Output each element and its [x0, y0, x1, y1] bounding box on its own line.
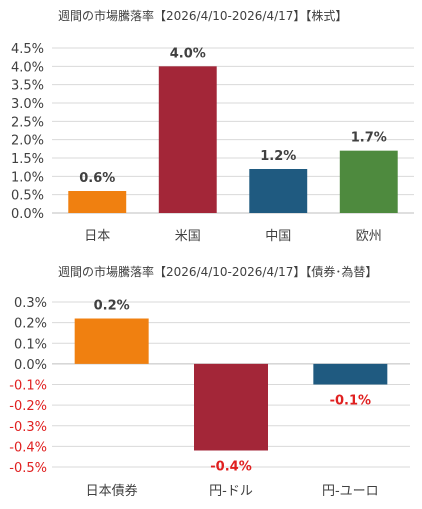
y-tick-label: 0.0% [11, 207, 44, 222]
equity-y-ticks: 4.5% 4.0% 3.5% 3.0% 2.5% 2.0% 1.5% 1.0% 0.5% 0.0% [11, 42, 44, 222]
y-tick-label: 2.0% [11, 134, 44, 149]
bond-fx-chart: 週間の市場騰落率【2026/4/10-2026/4/17】【債券･為替】 0.3… [9, 264, 410, 499]
data-label: -0.1% [330, 394, 371, 409]
equity-data-labels: 0.6% 4.0% 1.2% 1.7% [79, 46, 387, 186]
category-label: 日本債券 [86, 483, 138, 499]
bond-fx-data-labels: 0.2% -0.4% -0.1% [94, 299, 371, 475]
y-tick-label: 1.0% [11, 170, 44, 185]
bar-0 [74, 318, 149, 364]
data-label: 1.2% [260, 149, 296, 164]
y-tick-label: 2.5% [11, 115, 44, 130]
category-label: 欧州 [356, 229, 382, 244]
y-tick-label: -0.5% [9, 461, 47, 476]
y-tick-label: 4.5% [11, 42, 44, 57]
category-label: 円-ドル [209, 484, 253, 499]
y-tick-label: 0.5% [11, 189, 44, 204]
data-label: 4.0% [170, 46, 206, 61]
equity-chart: 週間の市場騰落率【2026/4/10-2026/4/17】【株式】 4.5%4.… [11, 8, 414, 244]
category-label: 米国 [175, 229, 201, 244]
category-label: 日本 [84, 229, 110, 244]
y-tick-label: -0.3% [9, 420, 47, 435]
equity-bars [68, 66, 398, 213]
data-label: 0.6% [79, 171, 115, 186]
y-tick-label: 3.5% [11, 79, 44, 94]
y-tick-label: -0.4% [9, 440, 47, 455]
y-tick-label: 0.3% [14, 296, 47, 311]
bar-0 [68, 191, 127, 213]
data-label: 0.2% [94, 299, 130, 314]
bar-1 [158, 66, 217, 213]
y-tick-label: 1.5% [11, 152, 44, 167]
equity-categories: 日本 米国 中国 欧州 [84, 229, 382, 244]
y-tick-label: -0.1% [9, 379, 47, 394]
bond-fx-y-ticks: 0.3% 0.2% 0.1% 0.0% -0.1% -0.2% -0.3% -0.4% -0.5… [9, 296, 47, 476]
data-label: -0.4% [210, 460, 251, 475]
bond-fx-bars [74, 318, 388, 451]
y-tick-label: 4.0% [11, 60, 44, 75]
bar-2 [249, 169, 308, 213]
bar-2 [313, 363, 388, 385]
y-tick-label: 0.1% [14, 337, 47, 352]
y-tick-label: 0.0% [14, 358, 47, 373]
y-tick-label: 0.2% [14, 317, 47, 332]
data-label: 1.7% [351, 131, 387, 146]
y-tick-label: 3.0% [11, 97, 44, 112]
bar-1 [194, 363, 268, 451]
bond-fx-chart-title: 週間の市場騰落率【2026/4/10-2026/4/17】【債券･為替】 [58, 264, 377, 279]
category-label: 円-ユーロ [322, 484, 379, 499]
bar-3 [339, 150, 398, 213]
y-tick-label: -0.2% [9, 399, 47, 414]
category-label: 中国 [265, 229, 291, 244]
bond-fx-categories: 日本債券 円-ドル 円-ユーロ [86, 483, 379, 499]
equity-chart-title: 週間の市場騰落率【2026/4/10-2026/4/17】【株式】 [58, 8, 347, 23]
